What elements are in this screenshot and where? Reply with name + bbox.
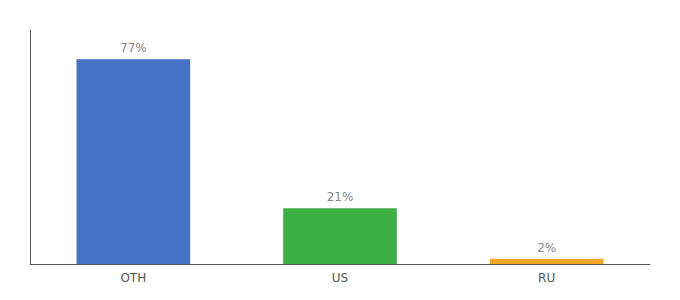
svg-text:77%: 77% xyxy=(120,41,147,55)
svg-text:US: US xyxy=(332,271,348,285)
svg-text:2%: 2% xyxy=(537,241,556,255)
svg-text:21%: 21% xyxy=(327,190,354,204)
svg-text:OTH: OTH xyxy=(120,271,146,285)
svg-text:RU: RU xyxy=(538,271,555,285)
